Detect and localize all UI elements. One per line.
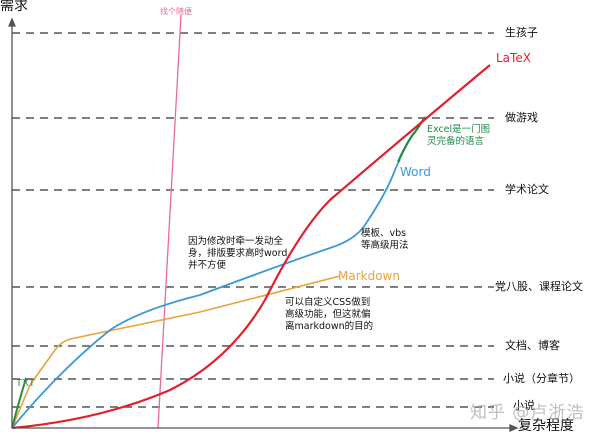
excel-label-line2: 灵完备的语言 [427, 136, 485, 147]
level-label: 学术论文 [505, 183, 549, 196]
axes [8, 17, 519, 432]
word-curve [11, 159, 401, 429]
level-label: 小说 [513, 399, 535, 412]
markdown-curve [11, 275, 341, 429]
level-label: 小说（分章节） [503, 372, 580, 385]
pink-line [157, 14, 182, 429]
vbs-note-line1: 模板、vbs [361, 228, 407, 239]
pink-label: 找个随便 [160, 7, 192, 16]
word-label: Word [400, 165, 431, 179]
word-note-line2: 身，排版要求高时word [188, 248, 288, 259]
latex-label: LaTeX [496, 51, 531, 65]
x-axis-title: 复杂程度 [518, 418, 574, 434]
md-note-line1: 可以自定义CSS做到 [285, 297, 371, 308]
vbs-note-line2: 等高级用法 [361, 240, 409, 251]
y-axis-arrow-icon [8, 17, 16, 27]
txt-label: TXT [16, 378, 35, 389]
excel-label-line1: Excel是一门图 [427, 124, 491, 135]
x-axis-arrow-icon [509, 424, 519, 432]
level-lines [12, 32, 494, 408]
latex-curve [11, 64, 491, 430]
txt-curve [11, 377, 27, 429]
y-axis-title: 需求 [0, 0, 28, 14]
level-label: 生孩子 [505, 26, 538, 39]
md-note-line2: 高级功能，但这就偏 [285, 309, 371, 320]
word-note-line3: 并不方便 [188, 260, 227, 271]
md-note-line3: 离markdown的目的 [285, 321, 374, 332]
level-label: 做游戏 [505, 111, 538, 124]
watermark: 知乎 @卢浙浩 [470, 403, 585, 423]
markdown-label: Markdown [338, 269, 400, 283]
word-note-line1: 因为修改时牵一发动全 [188, 236, 284, 247]
level-label: 文档、博客 [505, 339, 560, 352]
level-label: 党八股、课程论文 [495, 280, 583, 293]
